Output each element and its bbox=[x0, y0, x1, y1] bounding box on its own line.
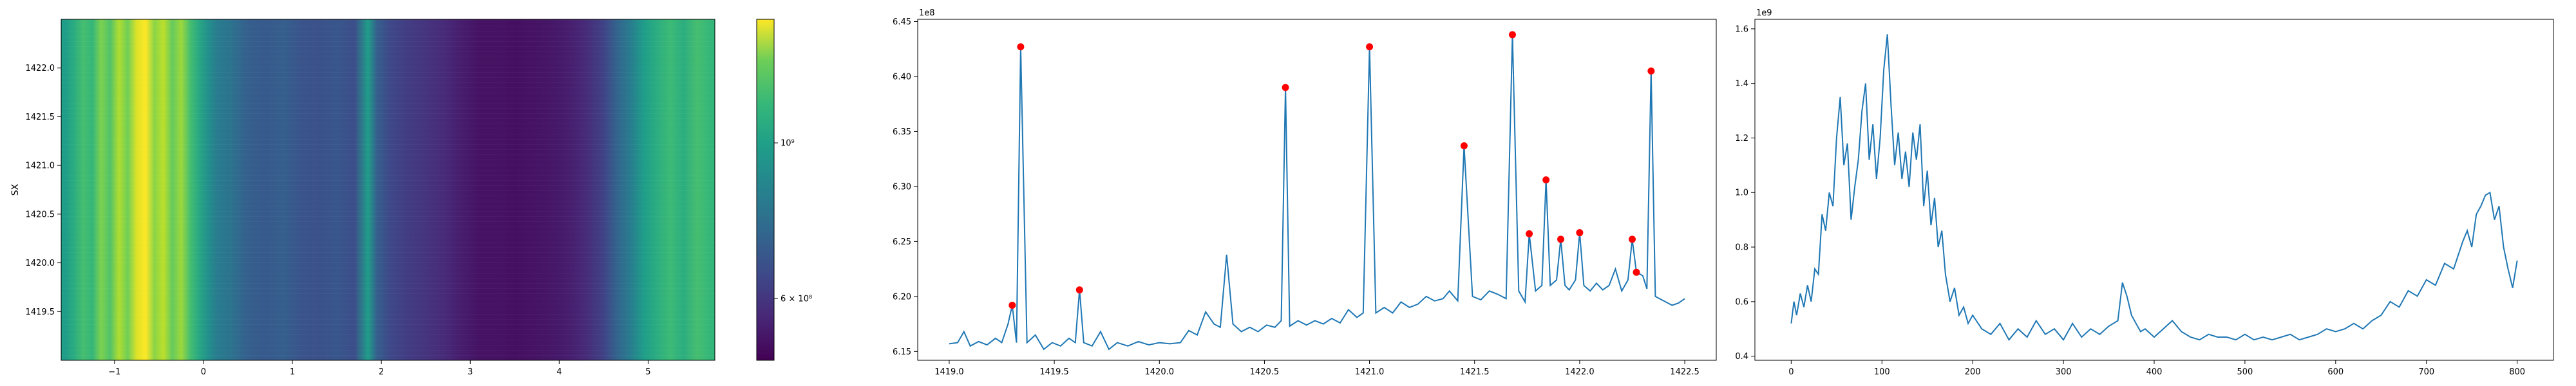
peak-marker bbox=[1508, 31, 1516, 39]
peak-marker bbox=[1009, 302, 1016, 309]
heatmap-y-ticks: 1419.5 1420.0 1420.5 1421.0 1421.5 1422.0 bbox=[26, 64, 61, 317]
wide-x-tick-label: 700 bbox=[2418, 367, 2434, 377]
heatmap-row-overlay bbox=[61, 19, 715, 360]
wide-x-tick-label: 400 bbox=[2146, 367, 2163, 377]
wide-y-tick-label: 0.4 bbox=[1735, 352, 1748, 362]
wide-x-tick-label: 200 bbox=[1965, 367, 1981, 377]
peaks-x-tick-label: 1421.5 bbox=[1460, 367, 1490, 377]
heatmap-y-tick-label: 1421.0 bbox=[26, 161, 55, 171]
peak-marker bbox=[1557, 235, 1565, 243]
heatmap-frame bbox=[61, 19, 715, 361]
peaks-x-tick-label: 1420.5 bbox=[1250, 367, 1280, 377]
colorbar-tick-label: 10⁹ bbox=[781, 139, 795, 149]
heatmap-y-tick-label: 1420.5 bbox=[26, 210, 55, 219]
wide-y-tick-label: 1.4 bbox=[1735, 79, 1748, 89]
wide-line-panel: 1e9 0 100 200 300 400 500 600 700 800 0.4 0.6 0.8 1… bbox=[1735, 8, 2554, 377]
wide-series-line bbox=[1790, 34, 2518, 341]
peaks-y-tick-label: 6.15 bbox=[893, 347, 911, 357]
peaks-y-tick-label: 6.25 bbox=[893, 237, 911, 247]
peaks-x-ticks: 1419.0 1419.5 1420.0 1420.5 1421.0 1421.5 1422… bbox=[934, 360, 1700, 377]
peak-marker bbox=[1628, 235, 1636, 243]
peaks-plot-area bbox=[917, 19, 1717, 361]
peak-marker bbox=[1576, 229, 1584, 237]
peak-markers bbox=[1009, 31, 1655, 309]
colorbar-tick-label: 6 × 10⁸ bbox=[781, 295, 812, 304]
wide-plot-area bbox=[1754, 19, 2554, 361]
heatmap-x-tick-label: 0 bbox=[201, 367, 206, 377]
peaks-x-tick-label: 1419.0 bbox=[934, 367, 964, 377]
peak-marker bbox=[1526, 230, 1533, 237]
peaks-x-tick-label: 1422.5 bbox=[1670, 367, 1700, 377]
colorbar bbox=[756, 19, 775, 361]
peaks-line-panel: 1e8 1419.0 1419.5 1420.0 1420.5 1421.0 1421.5… bbox=[893, 8, 1717, 377]
peak-marker bbox=[1647, 67, 1655, 75]
heatmap-x-tick-label: −1 bbox=[108, 367, 120, 377]
wide-x-ticks: 0 100 200 300 400 500 600 700 800 bbox=[1788, 360, 2525, 377]
colorbar-ticks: 6 × 10⁸ 10⁹ bbox=[774, 139, 812, 304]
heatmap-x-tick-label: 4 bbox=[556, 367, 562, 377]
heatmap-y-tick-label: 1421.5 bbox=[26, 113, 55, 122]
wide-y-tick-label: 1.6 bbox=[1735, 24, 1748, 34]
heatmap-x-tick-label: 1 bbox=[290, 367, 295, 377]
peaks-y-tick-label: 6.45 bbox=[893, 17, 911, 27]
wide-x-tick-label: 100 bbox=[1874, 367, 1890, 377]
peaks-x-tick-label: 1420.0 bbox=[1145, 367, 1175, 377]
peaks-y-tick-label: 6.35 bbox=[893, 127, 911, 137]
wide-y-offset-label: 1e9 bbox=[1756, 8, 1772, 18]
wide-y-tick-label: 1.0 bbox=[1735, 188, 1748, 198]
wide-y-tick-label: 0.8 bbox=[1735, 243, 1748, 253]
peaks-y-tick-label: 6.20 bbox=[893, 292, 911, 302]
peak-marker bbox=[1460, 142, 1468, 150]
heatmap-y-tick-label: 1422.0 bbox=[26, 64, 55, 73]
peaks-series-line bbox=[949, 34, 1685, 351]
peaks-x-tick-label: 1422.0 bbox=[1565, 367, 1595, 377]
peaks-x-tick-label: 1421.0 bbox=[1355, 367, 1385, 377]
peak-marker bbox=[1282, 84, 1289, 91]
peak-marker bbox=[1366, 43, 1374, 51]
heatmap-x-tick-label: 5 bbox=[645, 367, 650, 377]
wide-x-tick-label: 0 bbox=[1788, 367, 1794, 377]
heatmap-y-tick-label: 1420.0 bbox=[26, 259, 55, 268]
peaks-y-tick-label: 6.30 bbox=[893, 182, 911, 192]
heatmap-panel: −1 0 1 2 3 4 5 1419.51420.01420.51421.01421.51… bbox=[10, 19, 812, 377]
heatmap-x-ticks: −1 0 1 2 3 4 5 bbox=[108, 360, 651, 377]
wide-y-tick-label: 1.2 bbox=[1735, 134, 1748, 143]
wide-x-tick-label: 500 bbox=[2237, 367, 2253, 377]
peaks-x-tick-label: 1419.5 bbox=[1039, 367, 1069, 377]
wide-x-tick-label: 600 bbox=[2327, 367, 2344, 377]
heatmap-y-tick-label: 1419.5 bbox=[26, 308, 55, 317]
wide-x-tick-label: 800 bbox=[2509, 367, 2525, 377]
peaks-y-ticks: 6.15 6.20 6.25 6.30 6.35 6.40 6.45 bbox=[893, 17, 918, 357]
wide-y-tick-label: 0.6 bbox=[1735, 297, 1748, 307]
peaks-y-tick-label: 6.40 bbox=[893, 72, 911, 82]
peak-marker bbox=[1633, 268, 1640, 276]
heatmap-x-tick-label: 3 bbox=[468, 367, 473, 377]
peaks-y-offset-label: 1e8 bbox=[919, 8, 935, 18]
peak-marker bbox=[1542, 176, 1550, 184]
wide-x-tick-label: 300 bbox=[2056, 367, 2072, 377]
peak-marker bbox=[1017, 43, 1025, 51]
wide-y-ticks: 0.4 0.6 0.8 1.0 1.2 1.4 1.6 bbox=[1735, 24, 1755, 362]
heatmap-x-tick-label: 2 bbox=[379, 367, 384, 377]
heatmap-y-axis-label: SX bbox=[10, 183, 21, 196]
peak-marker bbox=[1075, 286, 1083, 294]
